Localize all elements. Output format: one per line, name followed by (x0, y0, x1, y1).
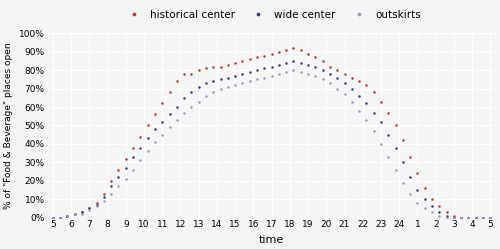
outskirts (152, 140, 158, 143)
outskirts (290, 69, 296, 72)
outskirts (50, 216, 56, 219)
outskirts (436, 214, 442, 217)
wide center (436, 210, 442, 213)
wide center (290, 60, 296, 62)
wide center (283, 62, 289, 64)
wide center (203, 82, 209, 85)
historical center (320, 60, 326, 62)
outskirts (283, 71, 289, 74)
historical center (290, 47, 296, 50)
historical center (152, 113, 158, 116)
outskirts (320, 78, 326, 81)
X-axis label: time: time (259, 235, 284, 245)
Line: historical center: historical center (52, 47, 492, 219)
historical center (138, 135, 143, 138)
outskirts (203, 95, 209, 98)
Y-axis label: % of "Food & Beverage" places open: % of "Food & Beverage" places open (4, 42, 13, 209)
historical center (283, 49, 289, 52)
wide center (320, 69, 326, 72)
historical center (436, 205, 442, 208)
wide center (50, 216, 56, 219)
Line: outskirts: outskirts (52, 69, 492, 219)
historical center (50, 216, 56, 219)
wide center (138, 146, 143, 149)
wide center (152, 128, 158, 131)
outskirts (138, 159, 143, 162)
Legend: historical center, wide center, outskirts: historical center, wide center, outskirt… (118, 5, 425, 24)
historical center (488, 216, 494, 219)
Line: wide center: wide center (52, 60, 492, 219)
historical center (203, 67, 209, 70)
wide center (488, 216, 494, 219)
outskirts (488, 216, 494, 219)
